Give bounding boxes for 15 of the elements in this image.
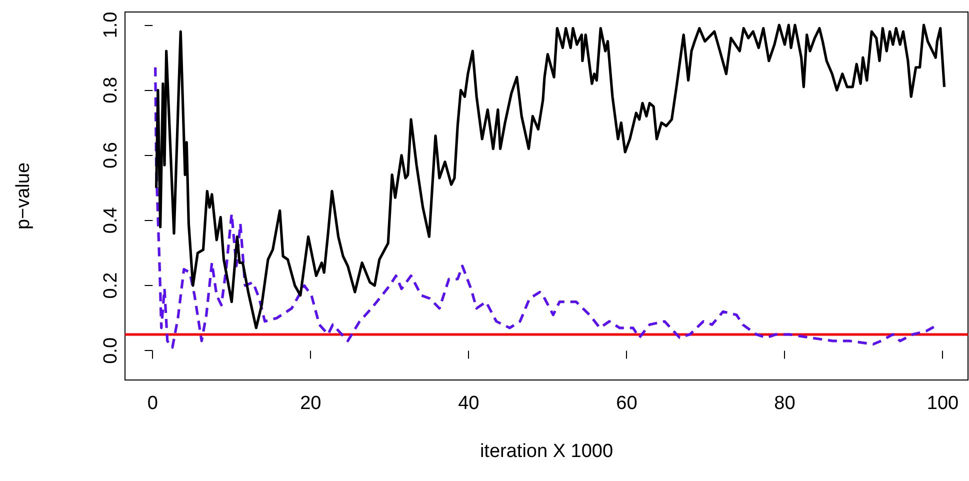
x-axis-title: iteration X 1000 — [480, 441, 614, 462]
line-series — [154, 24, 946, 330]
x-tick-label: 80 — [774, 393, 796, 414]
x-tick-label: 0 — [147, 393, 158, 414]
y-tick-label: 1.0 — [100, 12, 122, 38]
y-tick-label: 0.0 — [100, 337, 122, 364]
x-tick-label: 40 — [458, 393, 480, 414]
y-tick-label: 0.4 — [100, 206, 122, 234]
y-tick-label: 0.6 — [100, 142, 122, 169]
x-tick-label: 60 — [616, 393, 638, 414]
x-tick-label: 100 — [926, 393, 959, 414]
y-axis-title: p−value — [13, 162, 34, 230]
x-tick-label: 20 — [300, 393, 322, 414]
y-tick-label: 0.8 — [100, 76, 122, 104]
y-tick-label: 0.2 — [100, 272, 122, 299]
